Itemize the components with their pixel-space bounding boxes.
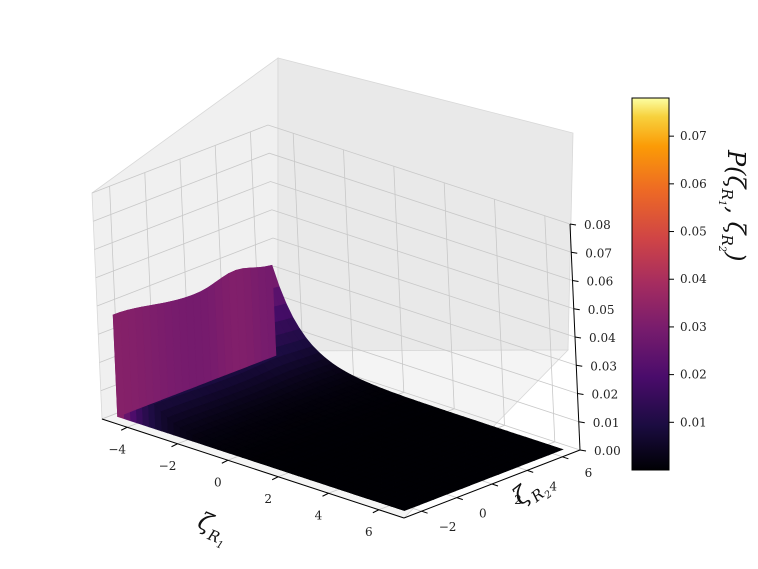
z-tick-label: 0.06: [587, 275, 614, 289]
surface-side-face: [112, 311, 126, 418]
x-tick-mark: [372, 509, 380, 514]
x-axis-line: [101, 418, 405, 519]
y-tick-label: 2: [514, 493, 522, 507]
z-tick-label: 0.07: [585, 246, 612, 260]
x-axis-label: ζR1: [191, 507, 234, 552]
y-tick-label: 0: [479, 507, 487, 521]
colorbar-tick-label: 0.02: [680, 368, 707, 382]
x-tick-label: 0: [214, 475, 222, 489]
surface-front-face: [348, 491, 355, 495]
surface-front-face: [335, 487, 343, 491]
colorbar-tick-label: 0.01: [680, 415, 707, 429]
y-tick-mark: [491, 483, 499, 487]
x-tick-mark: [171, 443, 178, 448]
surface-front-face: [360, 496, 368, 499]
colorbar-tick-label: 0.05: [680, 225, 707, 239]
colorbar-tick-label: 0.03: [680, 320, 707, 334]
z-tick-mark: [574, 336, 582, 339]
z-tick-mark: [571, 251, 578, 254]
z-tick-label: 0.03: [590, 359, 617, 373]
z-tick-label: 0.00: [594, 444, 621, 458]
x-tick-label: −4: [108, 442, 126, 456]
y-axis-label: ζR2: [507, 469, 554, 517]
x-tick-label: 6: [365, 525, 373, 539]
x-tick-mark: [322, 492, 329, 497]
surface-front-face: [323, 483, 330, 487]
x-tick-label: −2: [159, 459, 177, 473]
colorbar-ticks: 0.01 0.02 0.03 0.04 0.05 0.06 0.07: [669, 129, 707, 429]
y-tick-label: 4: [549, 479, 557, 493]
x-tick-label: 4: [315, 508, 323, 522]
x-tick-label: 2: [264, 492, 272, 506]
colorbar-tick-label: 0.07: [680, 129, 707, 143]
surface-front-face: [398, 508, 405, 511]
x-tick-mark: [221, 459, 229, 464]
axes: [101, 223, 587, 519]
z-tick-label: 0.01: [593, 416, 620, 430]
surface-front-face: [385, 504, 393, 507]
surface-front-face: [373, 500, 380, 503]
z-tick-mark: [576, 364, 583, 367]
surface-front-face: [354, 494, 361, 497]
colorbar: [631, 97, 670, 471]
colorbar-tick-label: 0.06: [680, 177, 707, 191]
colorbar-tick-label: 0.04: [680, 272, 707, 286]
z-tick-mark: [569, 223, 577, 226]
z-tick-mark: [578, 421, 585, 424]
surface: [112, 264, 564, 511]
z-tick-label: 0.05: [588, 303, 615, 317]
z-tick-mark: [579, 449, 587, 452]
z-tick-label: 0.08: [584, 218, 611, 232]
z-tick-label: 0.04: [589, 331, 616, 345]
y-tick-label: −2: [439, 520, 457, 534]
y-tick-mark: [527, 469, 534, 473]
surface-front-face: [342, 489, 349, 493]
surface-front-face: [379, 502, 386, 505]
y-tick-mark: [456, 497, 463, 501]
surface-front-face: [329, 485, 336, 489]
z-tick-mark: [573, 308, 580, 311]
x-tick-mark: [271, 476, 279, 481]
surface-front-face: [391, 506, 399, 509]
y-tick-mark: [421, 510, 428, 514]
colorbar-label: P(ζR1, ζR2): [716, 149, 750, 262]
z-tick-mark: [577, 393, 584, 395]
z-tick-label: 0.02: [592, 388, 619, 402]
y-tick-label: 6: [585, 466, 593, 480]
y-tick-mark: [562, 456, 569, 460]
x-tick-mark: [120, 426, 128, 431]
z-tick-mark: [572, 280, 579, 282]
